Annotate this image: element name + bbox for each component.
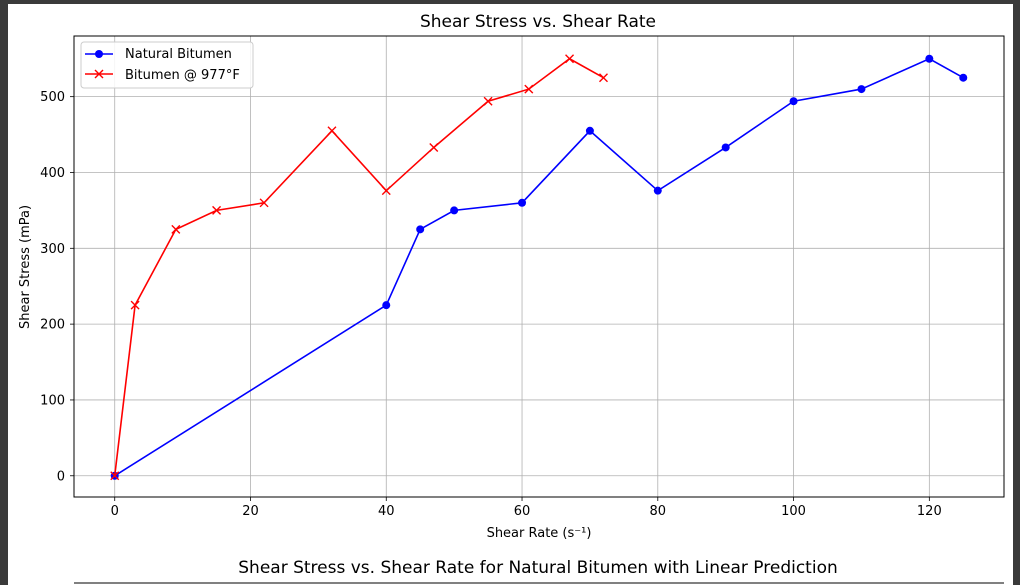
data-point (598, 73, 608, 83)
y-tick-label: 200 (40, 318, 65, 333)
data-point (381, 186, 391, 196)
y-axis-label: Shear Stress (mPa) (18, 205, 33, 329)
legend-marker-bitumen-977f (94, 69, 104, 79)
series-0 (110, 54, 968, 480)
x-tick-label: 80 (650, 504, 667, 519)
legend-box (80, 41, 254, 89)
x-axis-label: Shear Rate (s⁻¹) (487, 526, 592, 541)
data-point (382, 301, 391, 310)
x-tick-label: 0 (111, 504, 119, 519)
data-point (416, 225, 425, 234)
x-tick-label: 120 (917, 504, 942, 519)
data-point (857, 85, 866, 94)
data-point (130, 300, 140, 310)
data-point (212, 205, 222, 215)
legend: Natural Bitumen Bitumen @ 977°F (80, 41, 254, 89)
series-line (113, 57, 604, 476)
x-tick-label: 20 (242, 504, 259, 519)
x-tick-label: 100 (781, 504, 806, 519)
y-tick-label: 0 (57, 469, 65, 484)
x-tick-label: 60 (514, 504, 531, 519)
y-tick-label: 100 (40, 393, 65, 408)
series-line (114, 57, 964, 477)
data-point (327, 126, 337, 136)
legend-marker-natural-bitumen (95, 50, 103, 58)
y-tick-label: 300 (40, 242, 65, 257)
x-tick-label: 40 (378, 504, 395, 519)
grid (74, 36, 1004, 497)
data-point (721, 143, 730, 152)
series-layer (110, 54, 968, 481)
legend-label-bitumen-977f: Bitumen @ 977°F (125, 68, 240, 83)
figure-canvas: Shear Stress vs. Shear Rate 0 20 40 60 80 100… (8, 4, 1013, 585)
data-point (110, 471, 120, 481)
data-point (585, 126, 594, 135)
chart-svg: Shear Stress vs. Shear Rate 0 20 40 60 80 100… (18, 12, 1005, 584)
chart-title: Shear Stress vs. Shear Rate (420, 12, 656, 32)
data-point (518, 198, 527, 207)
data-point (171, 224, 181, 234)
data-point (565, 54, 575, 64)
data-point (483, 96, 493, 106)
data-point (524, 84, 534, 94)
plot-frame (73, 35, 1005, 498)
axes: 0 20 40 60 80 100 120 0 100 200 300 400 500 (40, 90, 942, 519)
second-chart-title: Shear Stress vs. Shear Rate for Natural … (238, 558, 838, 578)
y-tick-label: 400 (40, 166, 65, 181)
series-1 (110, 54, 608, 481)
data-point (450, 206, 459, 215)
data-point (259, 198, 269, 208)
data-point (959, 73, 968, 82)
y-tick-label: 500 (40, 90, 65, 105)
data-point (653, 186, 662, 195)
data-point (789, 97, 798, 106)
legend-label-natural-bitumen: Natural Bitumen (125, 47, 232, 62)
data-point (429, 142, 439, 152)
data-point (925, 54, 934, 63)
